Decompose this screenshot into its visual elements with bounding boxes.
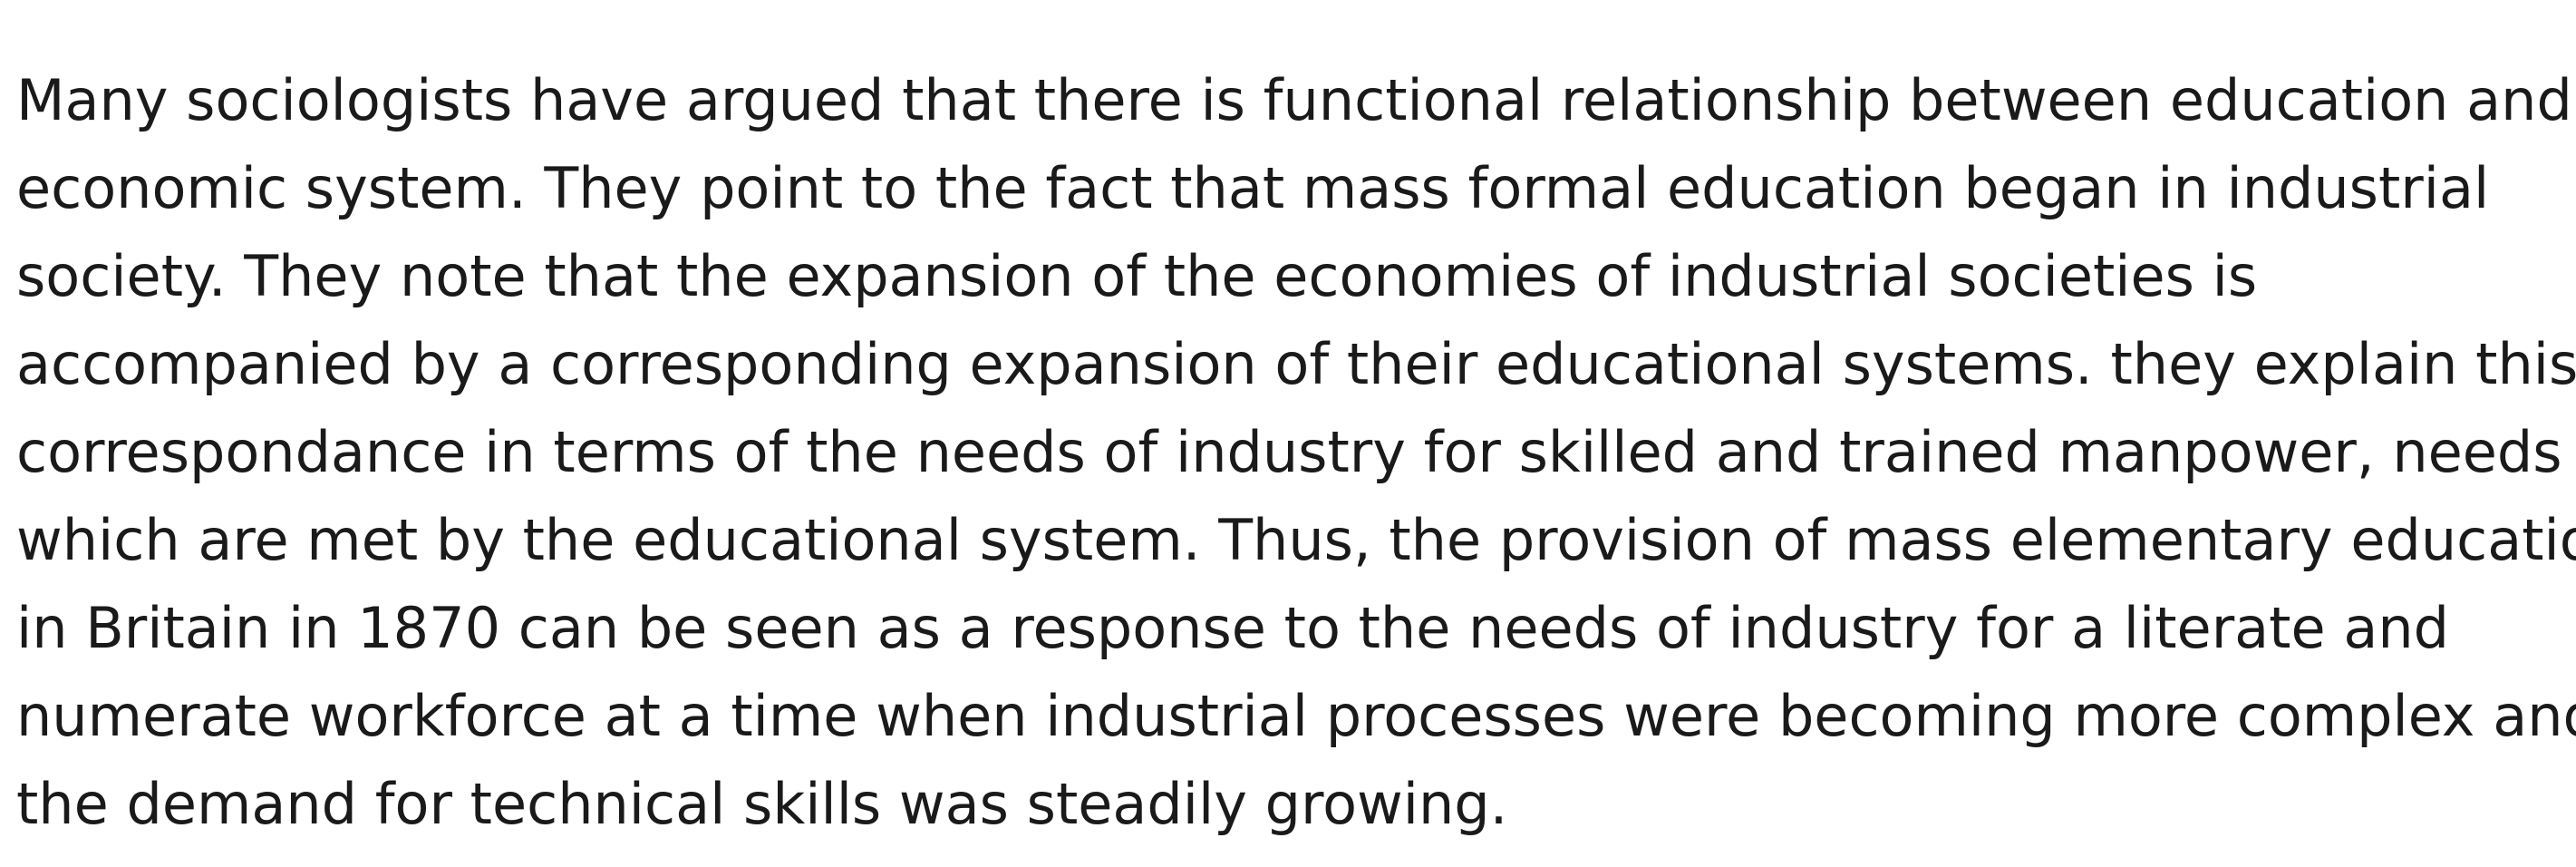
paragraph-line: the demand for technical skills was stea… [16, 771, 1508, 837]
paragraph-line: society. They note that the expansion of… [16, 243, 2258, 309]
paragraph-line: correspondance in terms of the needs of … [16, 419, 2562, 485]
paragraph-line: economic system. They point to the fact … [16, 155, 2490, 221]
paragraph-line: accompanied by a corresponding expansion… [16, 331, 2576, 397]
paragraph-line: in Britain in 1870 can be seen as a resp… [16, 595, 2449, 661]
paragraph-line: Many sociologists have argued that there… [16, 67, 2572, 133]
body-paragraph: Many sociologists have argued that there… [16, 56, 2576, 848]
paragraph-line: numerate workforce at a time when indust… [16, 683, 2576, 749]
paragraph-line: which are met by the educational system.… [16, 507, 2576, 573]
